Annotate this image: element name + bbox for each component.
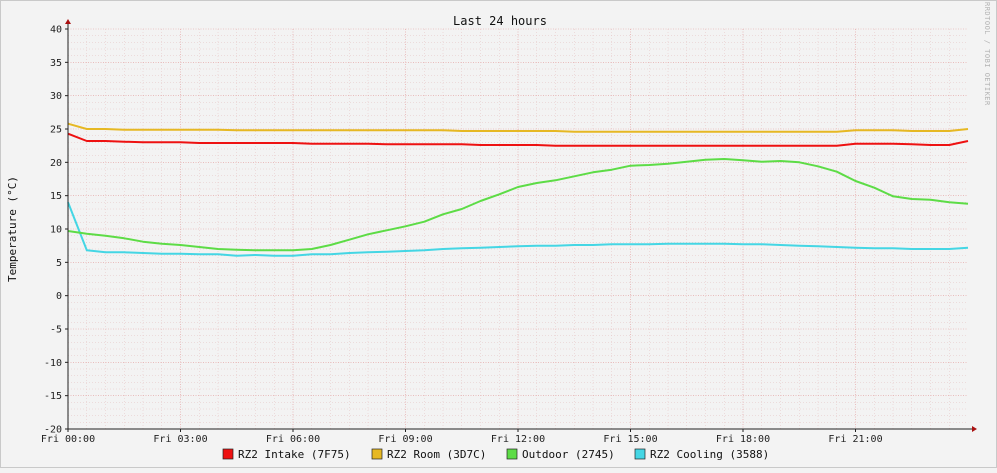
y-tick-label: 30: [50, 91, 62, 102]
y-tick-label: 35: [50, 58, 62, 69]
x-tick-label: Fri 21:00: [828, 434, 882, 445]
series-line-2: [67, 158, 969, 252]
x-tick-label: Fri 09:00: [378, 434, 432, 445]
y-tick-label: 0: [56, 291, 62, 302]
tick-labels: -20 -15 -10 -5 0 5 10 15 20 25 30 35 40 Fri 00:00 Fri …: [41, 25, 883, 446]
y-tick-label: -5: [50, 325, 62, 336]
series-line-3: [67, 201, 969, 257]
rrdtool-watermark: RRDTOOL / TOBI OETIKER: [983, 2, 991, 106]
y-tick-label: 10: [50, 225, 62, 236]
y-tick-label: 20: [50, 158, 62, 169]
y-tick-label: 15: [50, 191, 62, 202]
x-tick-label: Fri 06:00: [266, 434, 320, 445]
legend-item: RZ2 Intake (7F75): [222, 448, 351, 461]
x-tick-label: Fri 15:00: [603, 434, 657, 445]
legend-item: Outdoor (2745): [506, 448, 615, 461]
y-tick-label: -20: [44, 425, 62, 436]
y-tick-label: 40: [50, 25, 62, 36]
legend-swatch: [634, 448, 646, 460]
legend-label: Outdoor (2745): [522, 448, 615, 461]
x-tick-label: Fri 12:00: [491, 434, 545, 445]
legend-label: RZ2 Intake (7F75): [238, 448, 351, 461]
x-tick-label: Fri 03:00: [153, 434, 207, 445]
legend-item: RZ2 Cooling (3588): [634, 448, 769, 461]
legend-label: RZ2 Room (3D7C): [387, 448, 486, 461]
legend-item: RZ2 Room (3D7C): [371, 448, 486, 461]
y-axis-arrow: [65, 19, 71, 24]
x-tick-label: Fri 00:00: [41, 434, 95, 445]
y-tick-label: -15: [44, 391, 62, 402]
x-axis-arrow: [972, 426, 977, 432]
y-tick-label: 5: [56, 258, 62, 269]
series-line-1: [67, 122, 969, 133]
y-tick-label: -10: [44, 358, 62, 369]
legend-swatch: [222, 448, 234, 460]
legend-swatch: [506, 448, 518, 460]
chart-title: Last 24 hours: [453, 14, 547, 28]
series-line-0: [67, 132, 969, 147]
legend-swatch: [371, 448, 383, 460]
legend: RZ2 Intake (7F75) RZ2 Room (3D7C) Outdoor …: [222, 448, 769, 461]
y-tick-label: 25: [50, 125, 62, 136]
legend-label: RZ2 Cooling (3588): [650, 448, 769, 461]
axes: [65, 19, 977, 432]
y-axis-label: Temperature (°C): [6, 176, 19, 282]
series-layer: [67, 122, 969, 257]
x-tick-label: Fri 18:00: [716, 434, 770, 445]
